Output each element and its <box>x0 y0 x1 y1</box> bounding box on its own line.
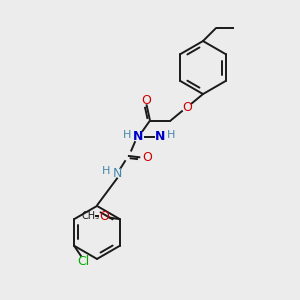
Text: H: H <box>167 130 176 140</box>
Text: O: O <box>142 151 152 164</box>
Text: O: O <box>182 101 192 114</box>
Text: Cl: Cl <box>77 255 89 268</box>
Text: N: N <box>155 130 166 143</box>
Text: CH₃: CH₃ <box>81 211 100 221</box>
Text: O: O <box>142 94 152 107</box>
Text: N: N <box>133 130 143 143</box>
Text: H: H <box>102 166 111 176</box>
Text: O: O <box>99 210 109 223</box>
Text: H: H <box>123 130 131 140</box>
Text: N: N <box>113 167 122 180</box>
